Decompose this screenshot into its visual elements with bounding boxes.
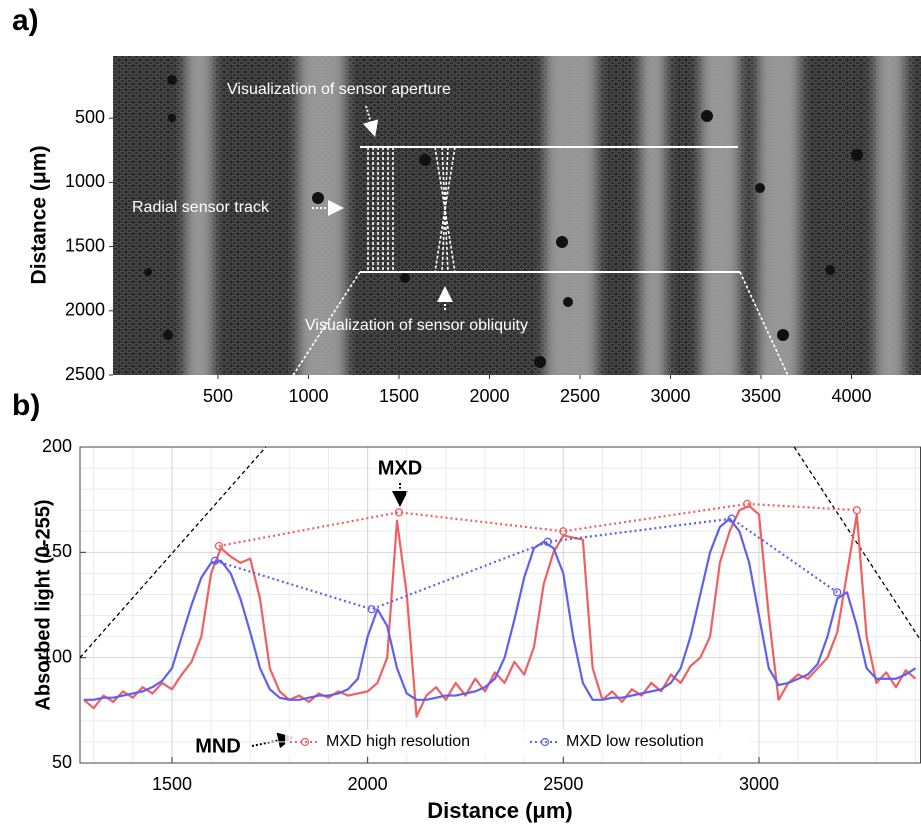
x-axis-label: Distance (μm): [427, 798, 573, 823]
micrograph: [113, 56, 921, 375]
mxd-marker: [833, 588, 842, 597]
x-tick-label: 3500: [741, 386, 781, 406]
mxd-marker: [210, 556, 220, 565]
mxd-line: [218, 502, 857, 548]
y-tick-label: 1500: [65, 235, 105, 255]
annotation: MXD: [378, 457, 422, 479]
x-tick-label: 2000: [348, 774, 388, 794]
annotation-arrows: [251, 483, 408, 749]
mxd-line: [214, 517, 838, 611]
legend-label: MXD low resolution: [566, 733, 704, 750]
x-tick-label: 4000: [831, 386, 871, 406]
annotation: Visualization of sensor obliquity: [305, 317, 528, 334]
annotation: Radial sensor track: [132, 199, 270, 216]
y-tick-label: 200: [42, 436, 72, 456]
y-axis-label: Distance (μm): [28, 146, 51, 285]
mxd-marker: [743, 499, 752, 509]
mxd-marker: [543, 537, 552, 546]
profile-line: [83, 504, 917, 718]
mxd-marker: [852, 506, 861, 515]
plot-area: [80, 447, 921, 718]
mxd-marker: [367, 605, 376, 614]
legend-swatch: [300, 737, 310, 747]
x-tick-label: 1500: [379, 386, 419, 406]
y-axis-label: Absorbed light (0-255): [32, 499, 54, 710]
x-tick-label: 2500: [543, 774, 583, 794]
profile-line: [83, 517, 917, 701]
annotation: MND: [195, 735, 241, 757]
annotation: Visualization of sensor aperture: [227, 81, 451, 98]
x-tick-label: 1500: [152, 774, 192, 794]
x-tick-label: 1000: [288, 386, 328, 406]
y-tick-label: 150: [42, 541, 72, 561]
y-tick-label: 100: [42, 646, 72, 666]
mxd-marker: [559, 527, 568, 536]
x-tick-label: 2000: [469, 386, 509, 406]
y-tick-label: 2000: [65, 300, 105, 320]
legend-label: MXD high resolution: [326, 733, 470, 750]
y-tick-label: 50: [52, 752, 72, 772]
mxd-marker: [214, 541, 224, 551]
guide-line: [793, 447, 921, 642]
y-tick-label: 2500: [65, 364, 105, 384]
legend-swatch: [540, 737, 550, 747]
x-tick-label: 2500: [560, 386, 600, 406]
panel-label: b): [12, 389, 40, 422]
legend-box: [285, 729, 750, 755]
x-tick-label: 3000: [739, 774, 779, 794]
y-tick-label: 1000: [65, 171, 105, 191]
y-tick-label: 500: [75, 107, 105, 127]
mxd-marker: [727, 514, 736, 523]
mxd-marker: [394, 508, 404, 517]
x-tick-label: 500: [203, 386, 233, 406]
guide-line: [80, 447, 267, 659]
panel-label: a): [12, 4, 39, 37]
x-tick-label: 3000: [650, 386, 690, 406]
